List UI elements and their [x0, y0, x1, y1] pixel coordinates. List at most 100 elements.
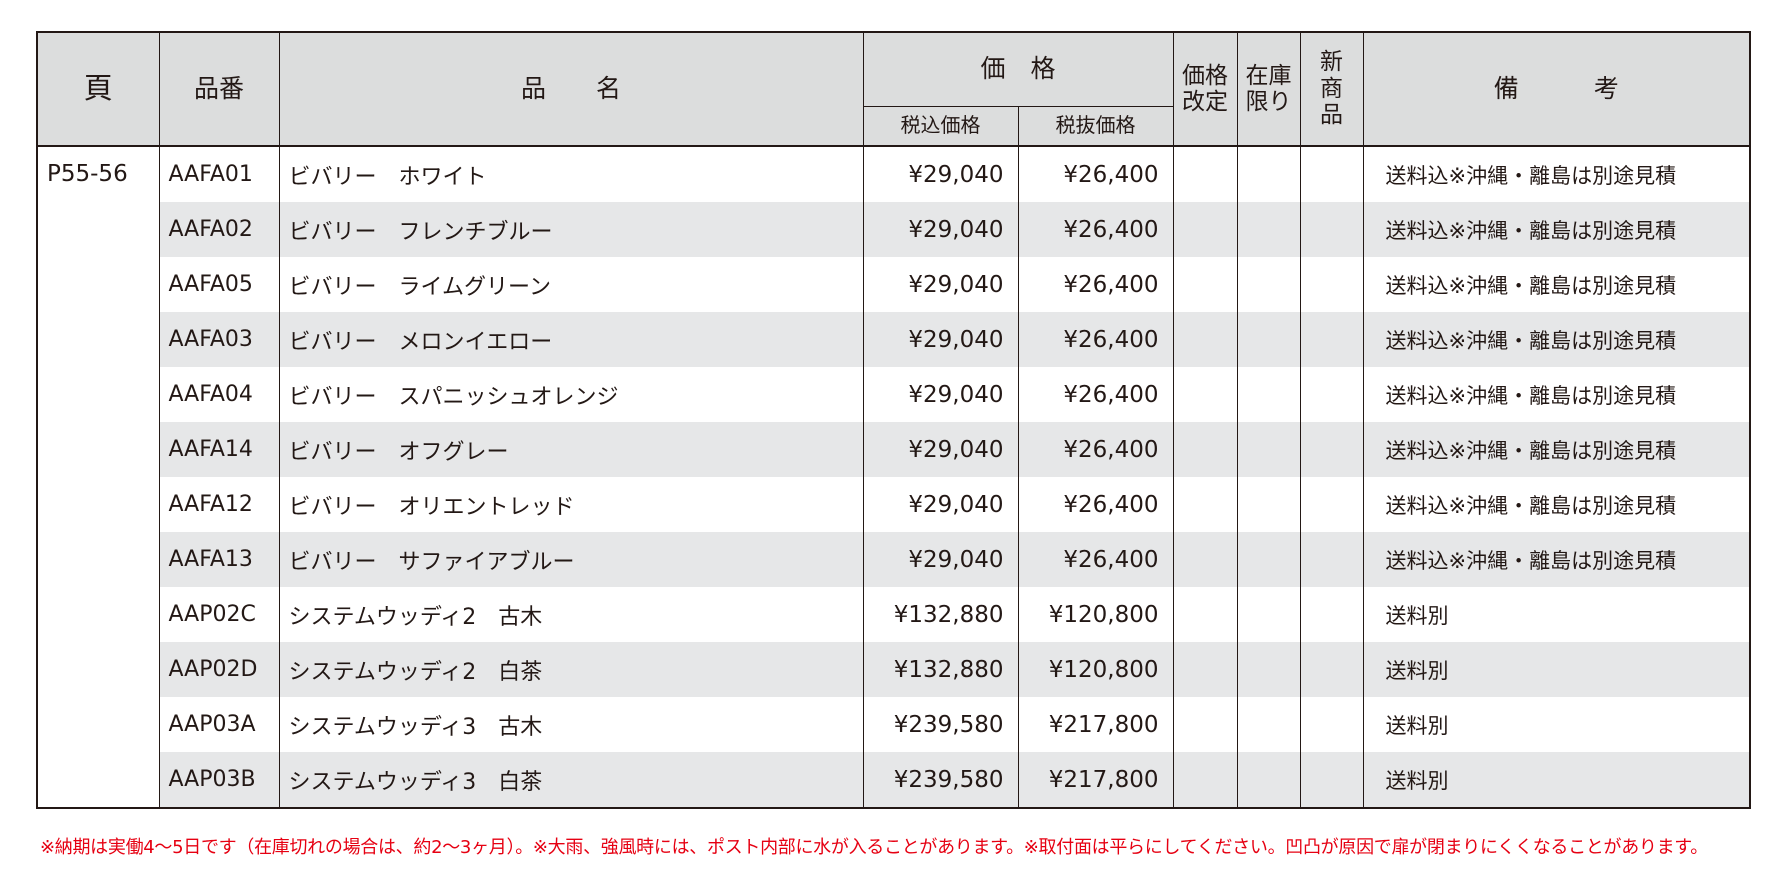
table-row: P55-56 AAFA01 ビバリー ホワイト ¥29,040 ¥26,400 送料込※沖… — [36, 145, 1751, 808]
new-product-cell — [1299, 312, 1364, 367]
header-new-line3: 品 — [1320, 102, 1344, 129]
product-name-cell: ビバリー メロンイエロー — [278, 312, 864, 367]
table-row: AAFA04 ビバリー スパニッシュオレンジ ¥29,040 ¥26,400 送料込※沖… — [37, 367, 1751, 422]
product-code-cell: AAFA14 — [158, 422, 280, 477]
new-product-cell — [1299, 257, 1364, 312]
header-stock-line1: 在庫 — [1245, 62, 1292, 89]
revised-cell — [1172, 477, 1238, 532]
price-tax-out-cell: ¥26,400 — [1017, 257, 1174, 312]
price-tax-in-cell: ¥132,880 — [862, 642, 1019, 697]
price-tax-in-cell: ¥29,040 — [862, 422, 1019, 477]
table-row: AAP02C システムウッディ2 古木 ¥132,880 ¥120,800 送料別 — [37, 587, 1751, 642]
revised-cell — [1172, 697, 1238, 752]
stock-only-cell — [1236, 312, 1301, 367]
new-product-cell — [1299, 202, 1364, 257]
stock-only-cell — [1236, 532, 1301, 587]
price-tax-out-cell: ¥26,400 — [1017, 422, 1174, 477]
remarks-cell: 送料込※沖縄・離島は別途見積 — [1362, 202, 1751, 257]
new-product-cell — [1299, 752, 1364, 808]
stock-only-cell — [1236, 257, 1301, 312]
new-product-cell — [1299, 145, 1364, 202]
product-code-cell: AAP02D — [158, 642, 280, 697]
remarks-cell: 送料込※沖縄・離島は別途見積 — [1362, 145, 1751, 202]
product-code-cell: AAFA03 — [158, 312, 280, 367]
product-name-cell: ビバリー スパニッシュオレンジ — [278, 367, 864, 422]
revised-cell — [1172, 312, 1238, 367]
price-tax-out-cell: ¥26,400 — [1017, 367, 1174, 422]
product-name-cell: ビバリー ライムグリーン — [278, 257, 864, 312]
remarks-cell: 送料込※沖縄・離島は別途見積 — [1362, 312, 1751, 367]
price-tax-in-cell: ¥239,580 — [862, 697, 1019, 752]
stock-only-cell — [1236, 587, 1301, 642]
header-name: 品 名 — [278, 31, 864, 147]
price-tax-in-cell: ¥29,040 — [862, 145, 1019, 202]
revised-cell — [1172, 642, 1238, 697]
product-code-cell: AAFA05 — [158, 257, 280, 312]
price-tax-out-cell: ¥26,400 — [1017, 477, 1174, 532]
product-code-cell: AAFA13 — [158, 532, 280, 587]
product-name-cell: ビバリー フレンチブルー — [278, 202, 864, 257]
price-tax-out-cell: ¥120,800 — [1017, 642, 1174, 697]
price-tax-in-cell: ¥29,040 — [862, 367, 1019, 422]
header-price-tax-out: 税抜価格 — [1017, 105, 1174, 147]
price-tax-out-cell: ¥217,800 — [1017, 697, 1174, 752]
stock-only-cell — [1236, 367, 1301, 422]
price-tax-out-cell: ¥26,400 — [1017, 312, 1174, 367]
page-ref-cell: P55-56 — [36, 145, 160, 808]
remarks-cell: 送料込※沖縄・離島は別途見積 — [1362, 422, 1751, 477]
price-tax-in-cell: ¥29,040 — [862, 312, 1019, 367]
table-row: AAFA14 ビバリー オフグレー ¥29,040 ¥26,400 送料込※沖縄・離島は… — [37, 422, 1751, 477]
revised-cell — [1172, 752, 1238, 808]
header-price: 価 格 — [862, 31, 1174, 107]
price-tax-out-cell: ¥26,400 — [1017, 532, 1174, 587]
remarks-cell: 送料込※沖縄・離島は別途見積 — [1362, 532, 1751, 587]
product-name-cell: ビバリー オリエントレッド — [278, 477, 864, 532]
stock-only-cell — [1236, 145, 1301, 202]
price-tax-in-cell: ¥239,580 — [862, 752, 1019, 808]
header-page: 頁 — [36, 31, 160, 147]
header-remarks: 備 考 — [1362, 31, 1751, 147]
product-code-cell: AAFA01 — [158, 145, 280, 202]
remarks-cell: 送料込※沖縄・離島は別途見積 — [1362, 257, 1751, 312]
remarks-cell: 送料込※沖縄・離島は別途見積 — [1362, 477, 1751, 532]
header-new-line2: 商 — [1320, 75, 1344, 102]
table-body: P55-56 AAFA01 ビバリー ホワイト ¥29,040 ¥26,400 送料込※沖… — [36, 145, 1751, 808]
product-name-cell: システムウッディ2 白茶 — [278, 642, 864, 697]
stock-only-cell — [1236, 642, 1301, 697]
new-product-cell — [1299, 477, 1364, 532]
price-tax-out-cell: ¥120,800 — [1017, 587, 1174, 642]
footnote: ※納期は実働4～5日です（在庫切れの場合は、約2～3ヶ月）。※大雨、強風時には、… — [40, 837, 1708, 858]
price-tax-out-cell: ¥217,800 — [1017, 752, 1174, 808]
table-row: AAFA12 ビバリー オリエントレッド ¥29,040 ¥26,400 送料込※沖縄・… — [37, 477, 1751, 532]
table-row: AAP02D システムウッディ2 白茶 ¥132,880 ¥120,800 送料別 — [37, 642, 1751, 697]
price-tax-in-cell: ¥132,880 — [862, 587, 1019, 642]
product-name-cell: ビバリー オフグレー — [278, 422, 864, 477]
product-name-cell: システムウッディ3 白茶 — [278, 752, 864, 808]
product-name-cell: ビバリー サファイアブルー — [278, 532, 864, 587]
stock-only-cell — [1236, 697, 1301, 752]
revised-cell — [1172, 422, 1238, 477]
product-code-cell: AAFA12 — [158, 477, 280, 532]
price-table: 頁 品番 品 名 価 格 価格 改定 在庫 限り 新商品 備 考 税込価格 税抜価格… — [36, 31, 1752, 809]
remarks-cell: 送料別 — [1362, 587, 1751, 642]
revised-cell — [1172, 532, 1238, 587]
revised-cell — [1172, 367, 1238, 422]
product-name-cell: システムウッディ3 古木 — [278, 697, 864, 752]
table-row: AAFA03 ビバリー メロンイエロー ¥29,040 ¥26,400 送料込※沖縄・離… — [37, 312, 1751, 367]
revised-cell — [1172, 202, 1238, 257]
new-product-cell — [1299, 532, 1364, 587]
product-code-cell: AAFA02 — [158, 202, 280, 257]
product-name-cell: ビバリー ホワイト — [278, 145, 864, 202]
stock-only-cell — [1236, 477, 1301, 532]
price-tax-out-cell: ¥26,400 — [1017, 145, 1174, 202]
product-code-cell: AAP03B — [158, 752, 280, 808]
header-revised-line1: 価格 — [1182, 62, 1229, 89]
header-new-line1: 新 — [1320, 49, 1344, 76]
header-stock-line2: 限り — [1245, 89, 1292, 115]
new-product-cell — [1299, 367, 1364, 422]
stock-only-cell — [1236, 422, 1301, 477]
product-code-cell: AAFA04 — [158, 367, 280, 422]
header-code: 品番 — [158, 31, 280, 147]
revised-cell — [1172, 587, 1238, 642]
price-tax-in-cell: ¥29,040 — [862, 532, 1019, 587]
